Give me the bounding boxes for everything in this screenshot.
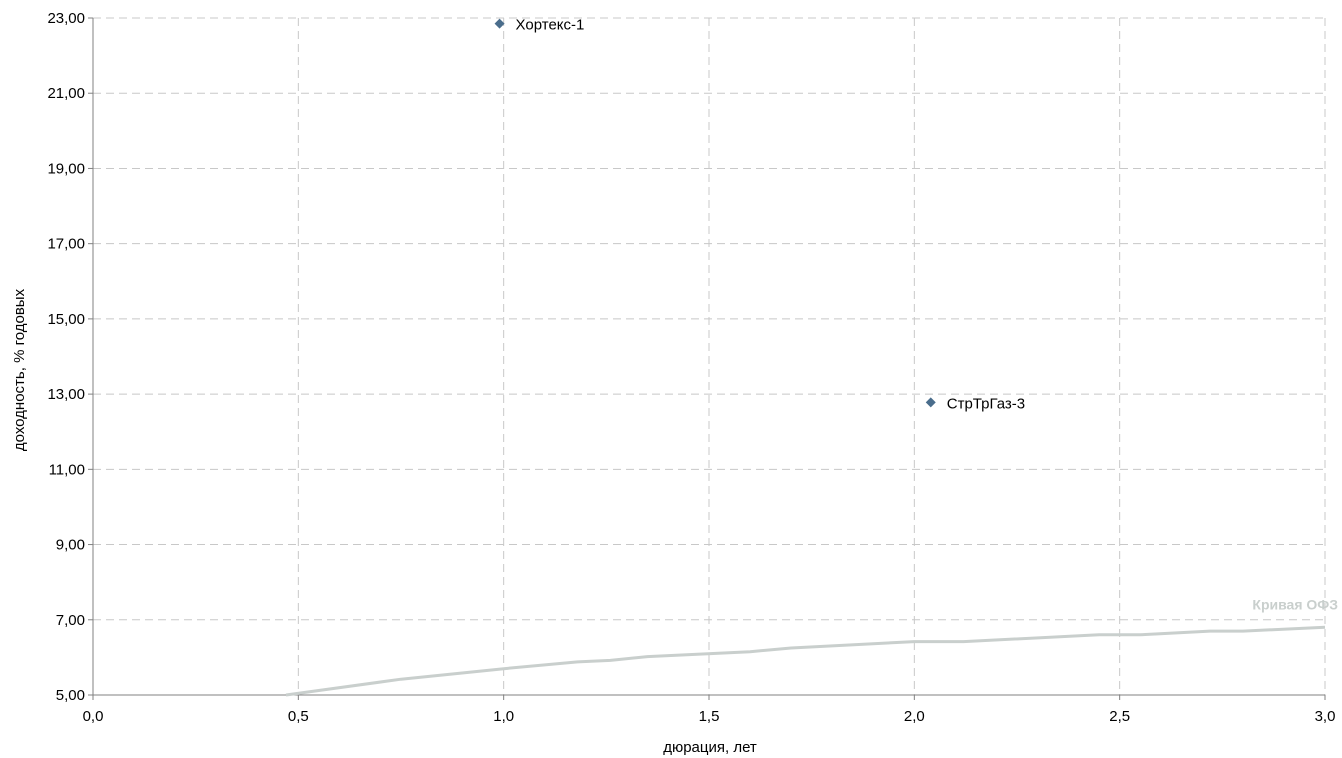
y-tick-label: 17,00 [47,236,85,253]
y-tick-label: 21,00 [47,85,85,102]
grid-layer [93,17,1326,695]
ofz-curve-line [285,625,1326,697]
y-tick-label: 23,00 [47,10,85,27]
y-tick-label: 15,00 [47,311,85,328]
scatter-point [925,397,936,408]
y-tick-label: 11,00 [49,461,85,478]
y-tick-label: 7,00 [56,612,85,629]
x-tick-label: 2,5 [1109,708,1130,725]
point-label: Хортекс-1 [516,17,585,34]
point-label: СтрТрГаз-3 [947,395,1025,412]
y-tick-label: 9,00 [56,537,85,554]
x-tick-label: 1,0 [493,708,514,725]
x-axis-title: дюрация, лет [663,739,757,756]
y-tick-label: 19,00 [47,160,85,177]
axes-layer [88,17,1326,700]
y-tick-label: 13,00 [47,386,85,403]
curve-layer: Кривая ОФЗ [285,596,1338,697]
ticks-layer: 5,00 7,00 9,00 11,00 13,00 15,00 17,00 19,00 21,… [47,10,1335,725]
x-tick-label: 0,0 [83,708,104,725]
scatter-point [494,18,505,29]
x-tick-label: 0,5 [288,708,309,725]
points-layer: Хортекс-1 СтрТрГаз-3 [494,17,1025,412]
ofz-curve-label: Кривая ОФЗ [1252,596,1338,612]
x-tick-label: 2,0 [904,708,925,725]
y-axis-title: доходность, % годовых [11,288,28,451]
x-tick-label: 3,0 [1315,708,1336,725]
x-tick-label: 1,5 [699,708,720,725]
y-tick-label: 5,00 [56,687,85,704]
